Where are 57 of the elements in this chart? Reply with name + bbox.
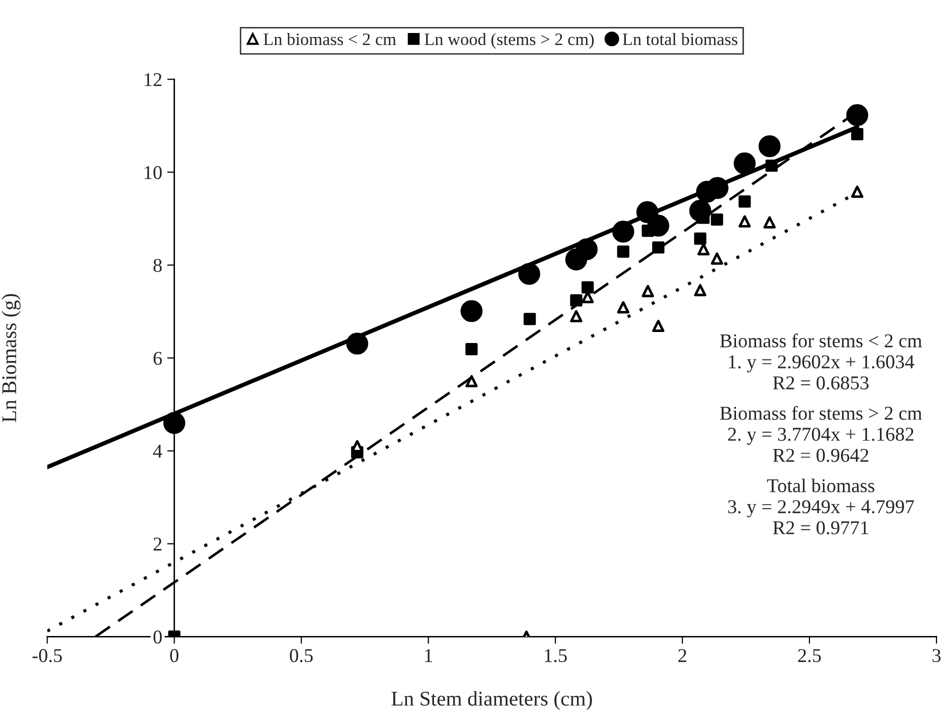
point [518,262,540,285]
point [710,252,724,265]
point [642,224,654,237]
y-tick-label: 2 [154,538,162,550]
point [576,238,598,260]
point [697,243,710,256]
point [738,195,751,208]
point [460,300,483,322]
point [570,310,582,322]
point [758,135,781,158]
point [851,128,864,140]
point [846,104,868,126]
y-tick-label: 0 [154,630,162,644]
point [465,375,478,388]
legend-label: Ln wood (stems > 2 cm) [424,32,594,49]
point [652,320,664,332]
y-tick-label: 12 [144,73,162,86]
point [710,213,724,226]
x-tick-label: 3 [932,649,941,662]
x-tick-label: 1 [425,649,432,662]
x-tick-label: -0.5 [32,649,62,662]
x-axis-title: Ln Stem diameters (cm) [392,691,592,710]
point [734,152,756,174]
point [642,284,654,298]
y-tick-label: 10 [144,166,162,180]
point [617,301,630,314]
point [694,284,706,296]
point [524,312,536,326]
legend-label: Ln biomass < 2 cm [264,32,396,46]
annotation: Biomass for stems > 2 cm 2. y = 3.7704x + 1.1682 R2 = 0.9642 [720,406,922,462]
point [763,216,776,228]
point [765,160,778,172]
point [582,281,594,294]
point [851,186,864,198]
y-tick-label: 8 [154,258,162,272]
legend-label: Ln total biomass [622,32,738,46]
x-tick-label: 2 [678,649,686,662]
point [351,440,364,452]
point [617,246,630,258]
y-tick-label: 4 [153,444,162,458]
point [612,220,634,243]
point [652,241,664,254]
point [346,332,368,355]
x-tick-label: 0 [170,649,178,662]
point [465,343,478,356]
point [163,412,186,434]
point [636,201,658,224]
annotation: Biomass for stems < 2 cm 1. y = 2.9602x + 1.6034 R2 = 0.6853 [720,334,922,390]
y-tick-label: 6 [154,352,162,365]
annotation: Total biomass 3. y = 2.2949x + 4.7997 R2 = 0.9771 [728,478,914,534]
x-tick-label: 1.5 [544,649,567,662]
x-tick-label: 0.5 [290,649,313,662]
point [738,215,751,228]
x-tick-label: 2.5 [798,649,821,662]
point [694,232,706,245]
point [570,294,582,306]
y-axis-title: Ln Biomass (g) [2,294,21,422]
